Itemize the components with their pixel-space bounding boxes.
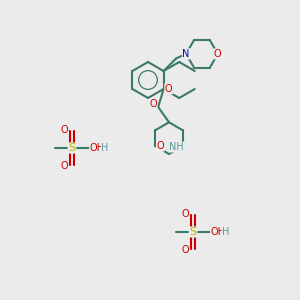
Text: H: H: [222, 227, 230, 237]
Text: N: N: [182, 49, 190, 59]
Text: O: O: [214, 49, 222, 59]
Text: H: H: [101, 143, 109, 153]
Text: O: O: [157, 141, 164, 151]
Text: O: O: [181, 209, 189, 219]
Text: O: O: [60, 125, 68, 135]
Text: S: S: [189, 227, 197, 237]
Text: O: O: [165, 84, 172, 94]
Text: N: N: [182, 49, 190, 59]
Text: S: S: [68, 143, 76, 153]
Text: O: O: [181, 245, 189, 255]
Text: O: O: [149, 99, 157, 109]
Text: NH: NH: [169, 142, 184, 152]
Text: OH: OH: [211, 227, 226, 237]
Text: O: O: [60, 161, 68, 171]
Text: OH: OH: [90, 143, 105, 153]
